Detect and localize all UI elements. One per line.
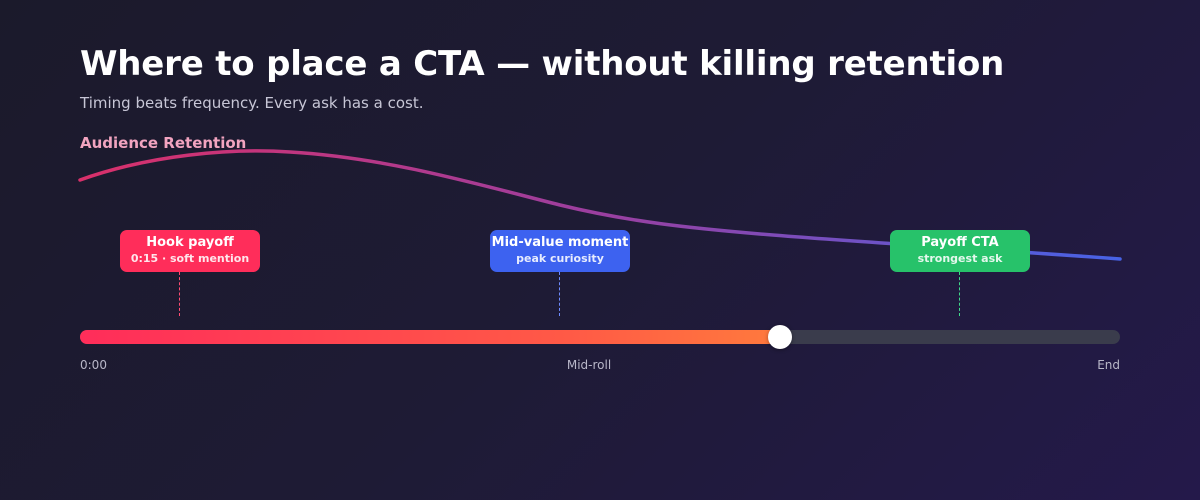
timeline-scrubber-handle[interactable] xyxy=(767,325,792,349)
timeline-start-label: 0:00 xyxy=(80,358,107,372)
timeline-end-label: End xyxy=(1097,358,1120,372)
payoff-cta-title: Payoff CTA xyxy=(921,235,999,250)
retention-curve-label: Audience Retention xyxy=(80,134,247,152)
page-subtitle: Timing beats frequency. Every ask has a … xyxy=(80,94,424,112)
hook-payoff-title: Hook payoff xyxy=(146,235,234,250)
payoff-cta-marker[interactable]: Payoff CTA strongest ask xyxy=(890,230,1030,272)
timeline-mid-label: Mid-roll xyxy=(566,358,612,372)
mid-marker-connector xyxy=(559,272,560,316)
payoff-marker-connector xyxy=(959,272,960,316)
hook-marker-connector xyxy=(179,272,180,316)
hook-payoff-marker[interactable]: Hook payoff 0:15 · soft mention xyxy=(120,230,260,272)
mid-value-subtitle: peak curiosity xyxy=(516,252,604,265)
timeline-progress-fill xyxy=(80,330,780,344)
page-title: Where to place a CTA — without killing r… xyxy=(80,44,1005,84)
payoff-cta-subtitle: strongest ask xyxy=(917,252,1003,265)
timeline-track[interactable] xyxy=(80,325,1120,349)
hook-payoff-subtitle: 0:15 · soft mention xyxy=(130,252,250,265)
mid-value-title: Mid-value moment xyxy=(491,235,629,250)
mid-value-marker[interactable]: Mid-value moment peak curiosity xyxy=(490,230,630,272)
